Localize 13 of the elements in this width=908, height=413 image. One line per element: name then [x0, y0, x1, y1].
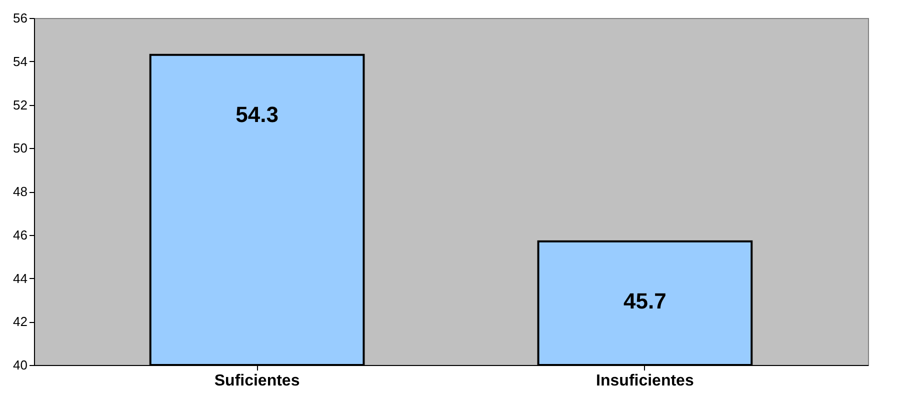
y-tick-label: 40: [13, 358, 28, 372]
y-tick-label: 52: [13, 97, 28, 112]
x-tick-label: Suficientes: [214, 372, 300, 390]
y-tick-label: 46: [13, 227, 28, 242]
y-tick-label: 44: [13, 270, 28, 286]
y-tick-label: 48: [13, 184, 28, 199]
y-tick-label: 42: [13, 314, 28, 330]
data-label: 54.3: [236, 102, 278, 127]
y-tick-label: 50: [13, 140, 28, 156]
x-tick-label: Insuficientes: [596, 372, 694, 390]
data-label: 45.7: [624, 288, 666, 314]
y-tick-label: 54: [13, 54, 28, 69]
y-tick-label: 56: [13, 10, 28, 26]
